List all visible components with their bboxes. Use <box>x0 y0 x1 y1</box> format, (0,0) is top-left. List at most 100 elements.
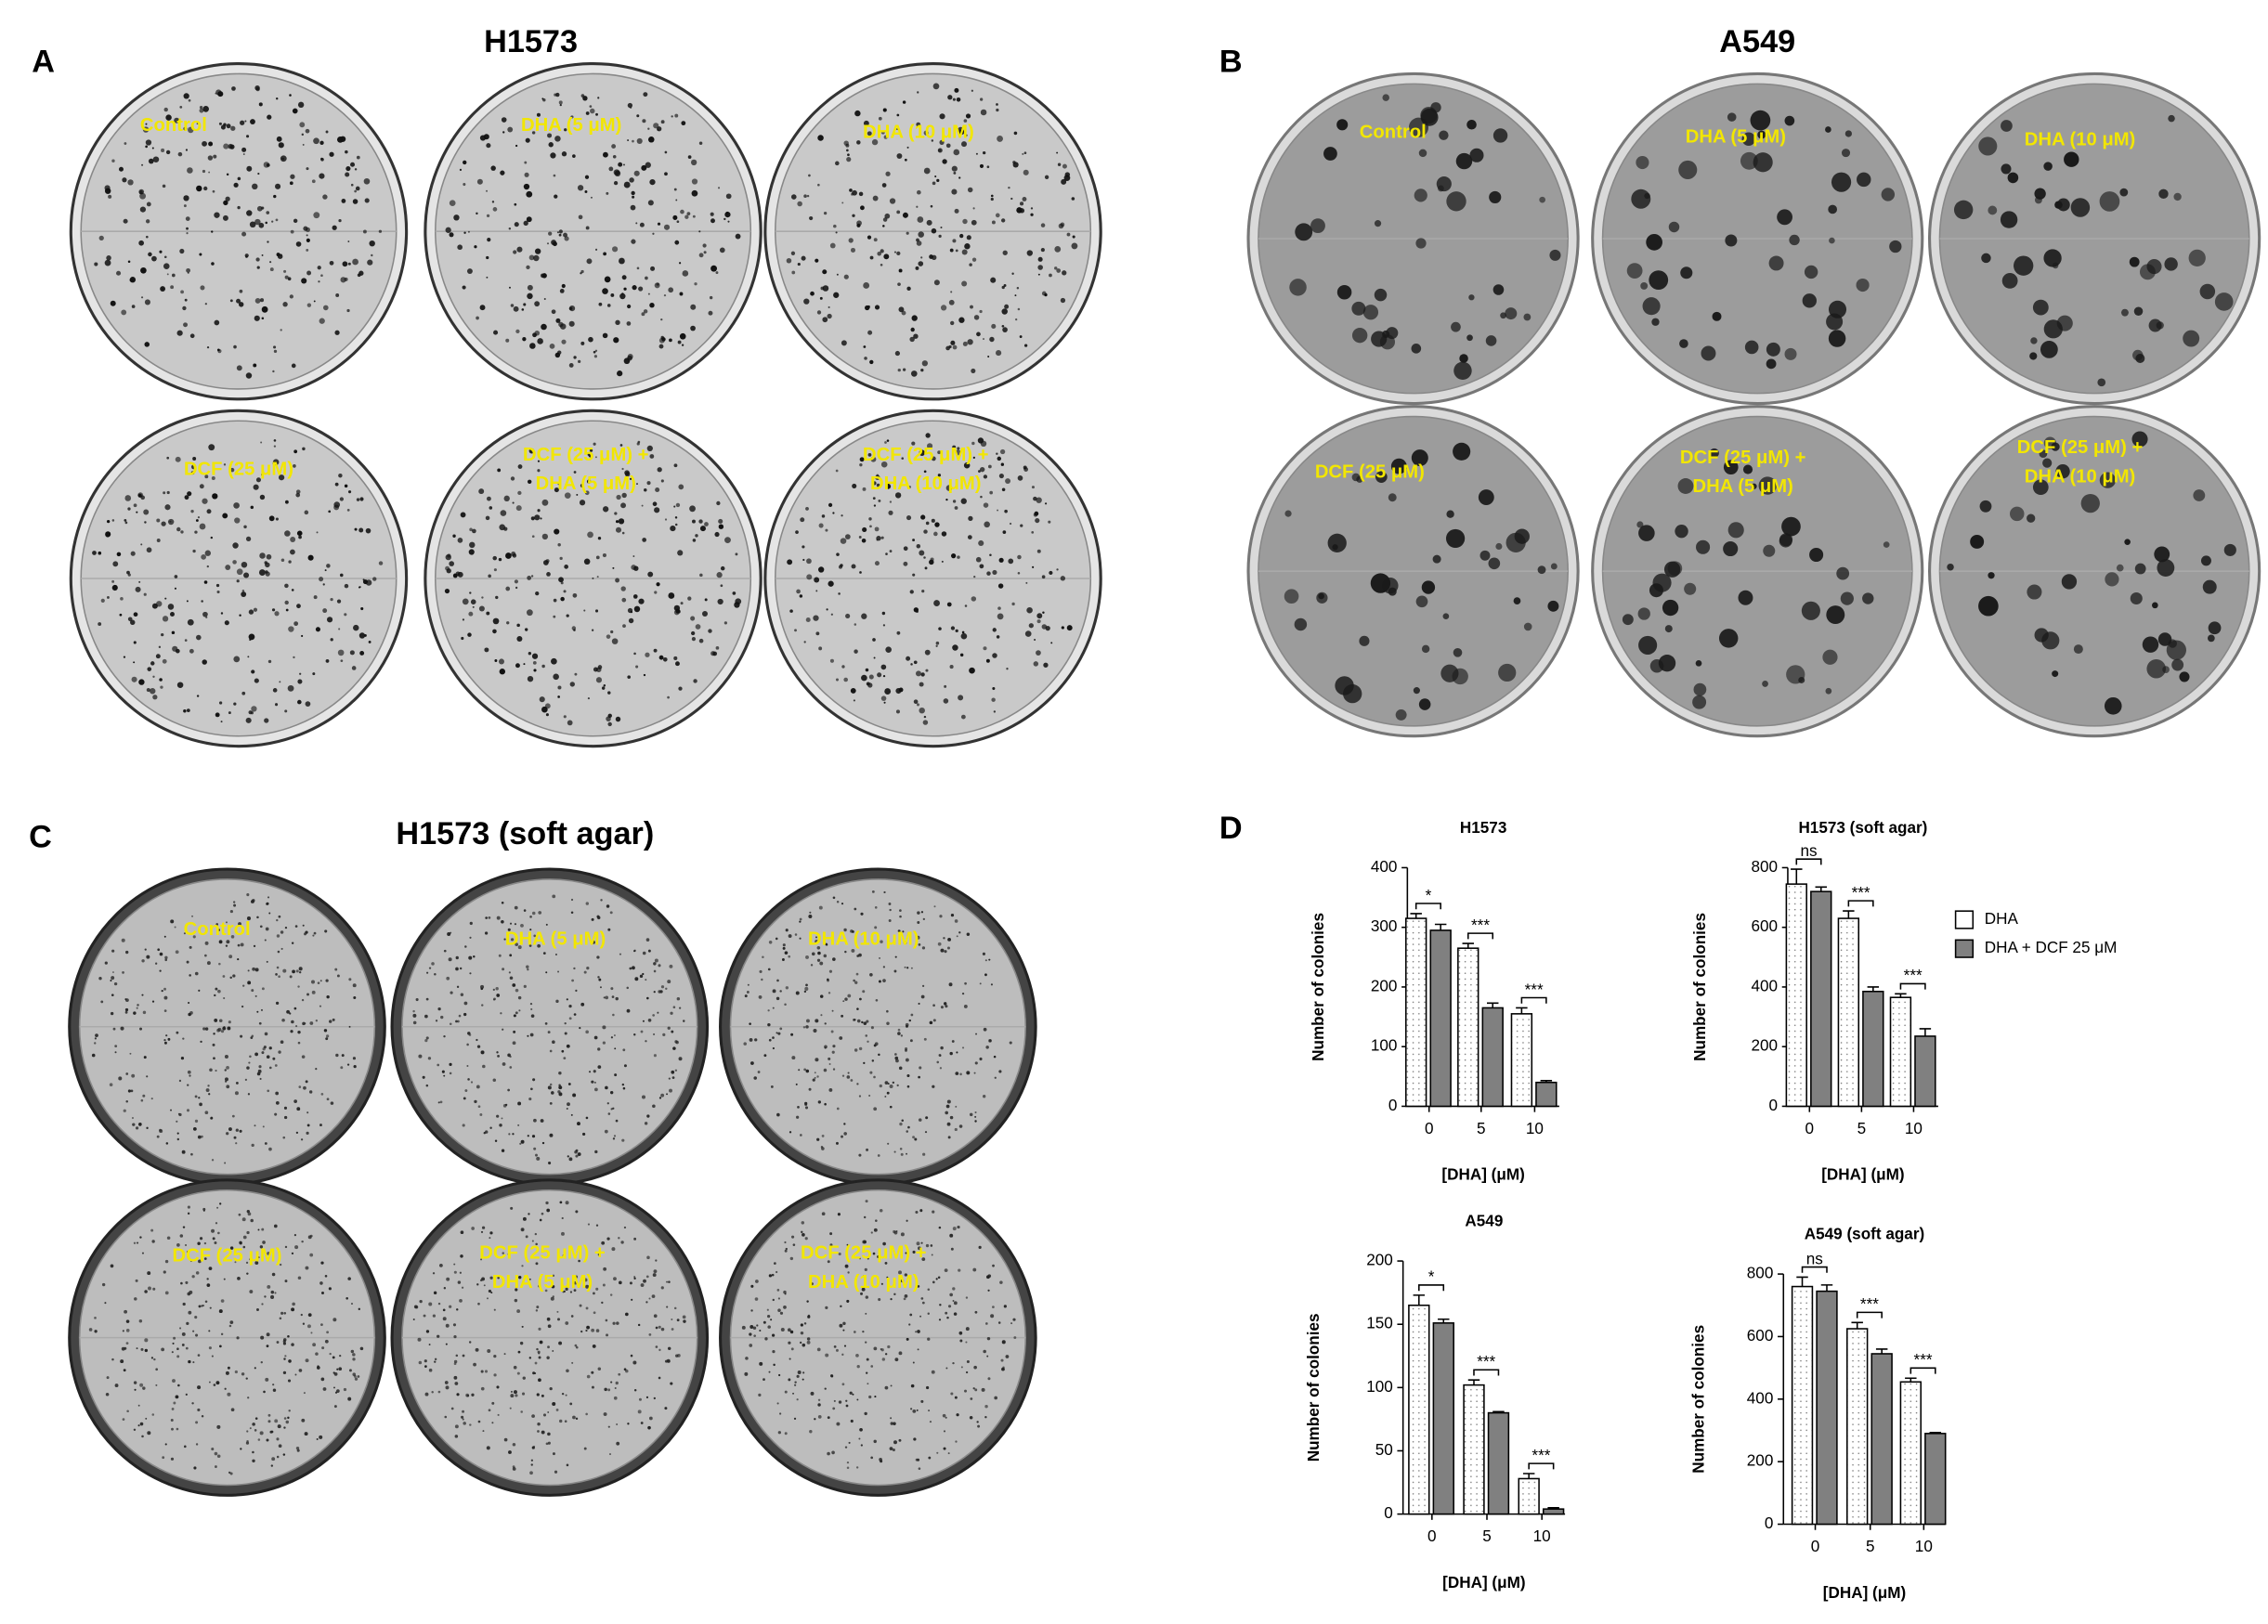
colony <box>527 284 533 291</box>
colony <box>932 1004 935 1007</box>
colony <box>2034 628 2049 643</box>
colony <box>541 499 549 506</box>
colony <box>871 138 879 146</box>
colony <box>708 629 712 633</box>
colony <box>929 1020 933 1025</box>
colony <box>632 555 635 557</box>
colony <box>290 537 296 542</box>
colony <box>831 1009 834 1012</box>
colony <box>792 1243 796 1246</box>
colony <box>284 500 289 504</box>
colony <box>853 699 855 702</box>
colony <box>861 1020 864 1024</box>
colony <box>251 1143 254 1148</box>
colony <box>916 1241 920 1246</box>
colony <box>278 474 285 481</box>
colony <box>530 1087 533 1091</box>
colony <box>270 1294 275 1299</box>
colony <box>842 1329 845 1332</box>
colony <box>447 932 451 936</box>
colony <box>919 682 924 687</box>
colony <box>248 1061 251 1064</box>
colony <box>531 1414 535 1418</box>
colony <box>849 188 853 192</box>
colony <box>531 1240 534 1242</box>
colony <box>514 222 519 227</box>
colony <box>536 112 541 117</box>
colony <box>899 1122 903 1126</box>
colony <box>802 1378 804 1381</box>
colony <box>876 539 879 541</box>
colony <box>187 1084 189 1086</box>
colony <box>808 174 811 177</box>
colony <box>587 1223 591 1226</box>
colony <box>279 1263 282 1267</box>
colony <box>492 988 495 992</box>
colony <box>880 249 884 253</box>
x-tick-label: 5 <box>1477 1119 1486 1137</box>
colony <box>1001 308 1008 315</box>
colony <box>606 1102 609 1105</box>
colony <box>491 1422 494 1424</box>
colony <box>142 1010 147 1015</box>
colony <box>677 550 684 556</box>
colony <box>948 982 953 987</box>
colony <box>976 331 981 337</box>
colony <box>501 117 507 123</box>
colony <box>329 260 334 266</box>
colony <box>940 305 947 311</box>
colony <box>309 1234 313 1238</box>
colony <box>606 904 610 908</box>
colony <box>267 114 272 120</box>
colony <box>295 969 299 973</box>
colony <box>912 573 916 577</box>
colony <box>124 1007 129 1012</box>
colony <box>931 1254 933 1256</box>
colony <box>284 530 291 537</box>
colony <box>1336 285 1352 300</box>
colony <box>1024 630 1032 637</box>
colony <box>1784 115 1795 126</box>
colony <box>1023 169 1029 175</box>
colony <box>159 250 163 253</box>
colony <box>789 1330 794 1334</box>
colony <box>931 227 937 234</box>
colony <box>224 1069 227 1072</box>
colony <box>453 1375 458 1380</box>
colony <box>292 108 298 114</box>
colony <box>241 1217 246 1222</box>
colony <box>584 175 590 179</box>
colony <box>549 1133 554 1137</box>
colony <box>964 981 967 985</box>
colony <box>1049 570 1053 576</box>
colony <box>1679 339 1688 348</box>
colony <box>237 943 241 947</box>
colony <box>846 157 852 162</box>
colony <box>641 1095 646 1099</box>
colony <box>2039 449 2048 459</box>
colony <box>873 1439 877 1444</box>
colony <box>1013 131 1018 136</box>
colony <box>246 893 250 897</box>
colony <box>358 527 364 533</box>
colony <box>593 1070 596 1073</box>
colony <box>906 286 911 292</box>
colony <box>957 447 960 450</box>
colony <box>1023 151 1027 155</box>
colony <box>784 1003 787 1007</box>
colony <box>195 1333 199 1337</box>
y-tick-label: 100 <box>1366 1377 1393 1396</box>
colony <box>961 280 968 287</box>
colony <box>937 942 942 946</box>
colony <box>487 1297 489 1300</box>
colony <box>860 205 865 211</box>
colony <box>800 1323 803 1327</box>
colony <box>1469 148 1484 162</box>
colony <box>549 1386 553 1391</box>
colony <box>692 214 696 218</box>
colony <box>94 1037 98 1040</box>
colony <box>282 968 287 973</box>
colony <box>2202 579 2217 594</box>
colony <box>689 505 696 513</box>
colony <box>1062 270 1067 276</box>
